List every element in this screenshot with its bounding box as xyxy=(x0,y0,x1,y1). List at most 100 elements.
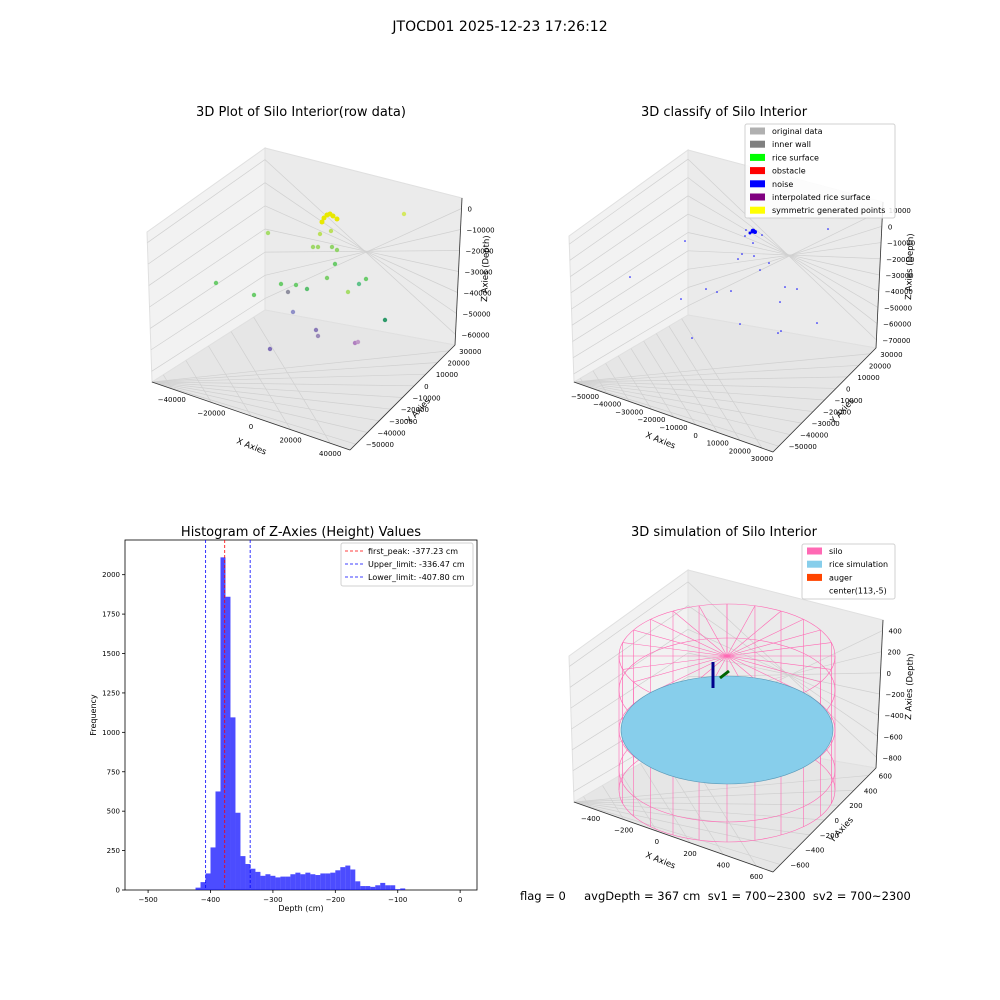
silo-roof-spoke xyxy=(622,642,728,657)
panel2-x-ticks: −50000−40000−30000−20000−10000 0 100002000… xyxy=(571,393,773,463)
panel2-zlabel: Z Axies (Depth) xyxy=(904,233,916,300)
p1-gridline xyxy=(208,345,252,417)
p2-point xyxy=(748,231,752,235)
p4-legend-items-label: silo xyxy=(829,547,843,556)
p4-gridline xyxy=(687,605,878,737)
hist-bar xyxy=(195,887,201,890)
p4-gridline xyxy=(573,801,840,806)
panel4-legend-items: silo rice simulation auger center(113,-5) xyxy=(807,547,888,596)
p4-xticks-label: 0 xyxy=(655,838,659,846)
p4-gridline xyxy=(687,628,879,716)
p1-point xyxy=(324,275,330,281)
panel1-scatter-points xyxy=(213,211,407,352)
hist-bar xyxy=(340,867,346,890)
p2-gridline xyxy=(573,376,848,383)
p1-point xyxy=(334,216,340,222)
panel2-y-axis xyxy=(772,347,877,453)
panel4-x-ticks: −400 −200 0 200 400 600 xyxy=(581,815,763,881)
p1-yticks-label: 20000 xyxy=(448,360,470,368)
p1-point xyxy=(315,244,321,250)
p1-point xyxy=(332,261,338,267)
p1-gridline xyxy=(264,208,462,299)
p4-legend-items-label: center(113,-5) xyxy=(829,587,887,596)
p1-point xyxy=(401,211,407,217)
p1-yticks-label: 30000 xyxy=(459,348,481,356)
p1-gridline xyxy=(264,228,459,272)
p2-zticks-label: 10000 xyxy=(889,207,911,215)
p2-legend-items-swatch xyxy=(750,180,765,188)
panel-raw-3d-plot: 3D Plot of Silo Interior(row data) −4000… xyxy=(146,105,495,458)
p1-gridline xyxy=(151,381,380,422)
hist-bar xyxy=(250,868,256,890)
p1-yticks-label: 0 xyxy=(424,383,428,391)
p1-point xyxy=(363,276,369,282)
silo-roof-spoke xyxy=(726,610,782,657)
p2-xticks-label: 0 xyxy=(693,432,697,440)
hist-bar xyxy=(365,886,371,890)
p1-point xyxy=(251,292,257,298)
hist-bar xyxy=(245,863,251,890)
panel2-title: 3D classify of Silo Interior xyxy=(641,105,808,120)
hist-legend-label: Lower_limit: -407.80 cm xyxy=(368,573,465,582)
p2-gridline xyxy=(630,348,674,418)
p2-point xyxy=(761,234,763,236)
p2-xticks-label: 20000 xyxy=(729,447,751,455)
p1-gridline xyxy=(151,381,391,410)
p4-legend-items-swatch xyxy=(807,560,822,568)
hist-y-ticks: 0 250 500 750 1000 1250 1500 1750 2000 xyxy=(102,571,125,895)
hist-bar xyxy=(295,872,301,890)
p2-yticks-label: −20000 xyxy=(823,409,851,417)
p2-legend-items-label: symmetric generated points xyxy=(772,206,885,215)
p2-zticks-label: −10000 xyxy=(887,240,915,248)
hist-legend-box xyxy=(340,542,474,587)
hist-bar xyxy=(305,872,311,890)
p2-legend-items-label: noise xyxy=(772,180,793,189)
panel4-title: 3D simulation of Silo Interior xyxy=(631,525,818,540)
hist-y-tick-label: 500 xyxy=(107,808,120,816)
panel2-legend-items: original data inner wall rice surface obsta… xyxy=(750,127,885,215)
p4-yticks-label: −400 xyxy=(805,847,824,855)
panel4-y-axis xyxy=(772,767,877,873)
p1-gridline xyxy=(149,228,266,308)
p2-point xyxy=(741,253,743,255)
hist-bar xyxy=(360,886,366,890)
hist-bar xyxy=(320,873,326,890)
hist-bar xyxy=(215,791,221,890)
p2-xticks-label: −50000 xyxy=(571,393,599,401)
hist-ylabel: Frequency xyxy=(89,694,98,736)
panel1-z-ticks: 0 −10000 −20000 −30000 −40000 −50000 −60000 xyxy=(462,206,495,340)
p1-gridline xyxy=(151,381,415,387)
p4-gridline xyxy=(569,581,689,667)
p2-gridline xyxy=(681,318,763,449)
p1-point xyxy=(265,230,271,236)
panel4-legend: silo rice simulation auger center(113,-5) xyxy=(801,543,896,600)
p1-point xyxy=(330,213,336,219)
panel2-legend-box xyxy=(744,123,896,219)
hist-bar xyxy=(200,882,206,890)
p4-zticks-label: 200 xyxy=(888,649,901,657)
p2-gridline xyxy=(656,333,719,433)
hist-bar xyxy=(335,870,341,890)
p2-gridline xyxy=(573,364,859,383)
hist-x-tick-label: −500 xyxy=(138,896,157,904)
silo-roof-spoke xyxy=(726,655,832,670)
hist-bar xyxy=(330,872,336,890)
p1-zticks-label: −50000 xyxy=(463,311,491,319)
panel4-z-axis xyxy=(875,619,884,769)
p2-gridline xyxy=(571,250,689,326)
silo-roof-spoke xyxy=(726,618,804,657)
p4-xticks-label: −400 xyxy=(581,815,600,823)
panel1-y-ticks: 30000 20000 10000 0 −10000 −20000 −30000 −40000… xyxy=(366,348,482,449)
p2-gridline xyxy=(573,305,689,375)
p4-yticks-label: 400 xyxy=(864,787,877,795)
hist-y-tick-label: 2000 xyxy=(102,571,120,579)
hist-bar xyxy=(265,874,271,890)
p1-point xyxy=(290,309,296,315)
panel1-xlabel: X Axies xyxy=(235,437,268,458)
hist-x-tick-label: −300 xyxy=(263,896,282,904)
hist-bar xyxy=(315,875,321,890)
hist-bar xyxy=(350,869,356,890)
p2-legend-items-label: inner wall xyxy=(772,140,811,149)
p2-gridline xyxy=(573,381,825,401)
